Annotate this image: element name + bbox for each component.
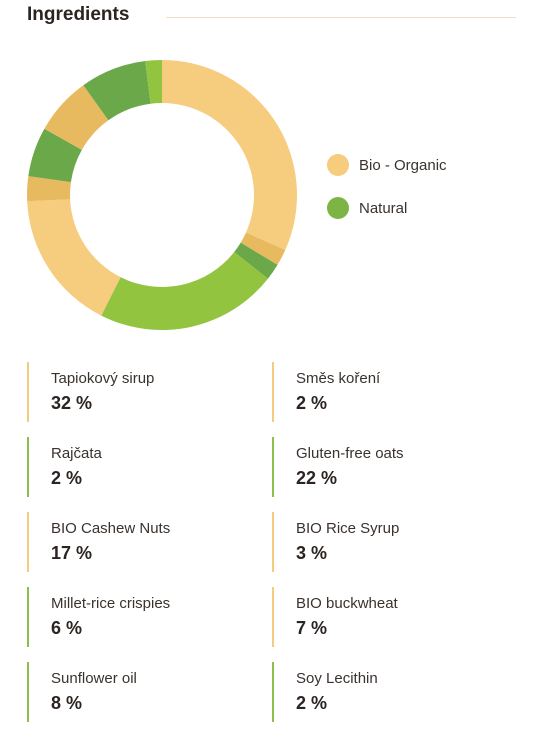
ingredient-percent: 17 %	[51, 543, 93, 563]
ingredient-percent: 3 %	[296, 543, 328, 563]
ingredient-percent: 22 %	[296, 468, 338, 488]
ingredient-list: Tapiokový sirup 32 % Směs koření 2 % Raj…	[27, 362, 517, 722]
ingredient-item: Gluten-free oats 22 %	[272, 437, 517, 497]
ingredient-item: Sunflower oil 8 %	[27, 662, 272, 722]
ingredient-name: Sunflower oil	[51, 670, 137, 687]
ingredient-name: Gluten-free oats	[296, 445, 404, 462]
ingredient-item: Millet-rice crispies 6 %	[27, 587, 272, 647]
chart-legend: Bio - Organic Natural	[327, 150, 447, 236]
ingredient-item: Směs koření 2 %	[272, 362, 517, 422]
legend-label: Bio - Organic	[359, 156, 447, 174]
ingredient-name: Millet-rice crispies	[51, 595, 171, 612]
donut-slice[interactable]	[145, 60, 162, 104]
page-title: Ingredients	[27, 4, 130, 25]
ingredient-percent: 6 %	[51, 618, 83, 638]
ingredient-percent: 32 %	[51, 393, 93, 413]
ingredient-percent: 2 %	[296, 393, 328, 413]
legend-item-natural[interactable]: Natural	[327, 193, 447, 223]
donut-slice[interactable]	[234, 242, 278, 279]
legend-label: Natural	[359, 199, 408, 217]
donut-slice[interactable]	[27, 176, 71, 202]
ingredients-donut-chart	[27, 60, 297, 331]
donut-slice[interactable]	[240, 232, 286, 265]
ingredient-item: BIO Rice Syrup 3 %	[272, 512, 517, 572]
ingredient-name: BIO Cashew Nuts	[51, 520, 171, 537]
ingredient-name: Soy Lecithin	[296, 670, 378, 687]
donut-slice[interactable]	[101, 252, 268, 331]
ingredient-percent: 2 %	[51, 468, 83, 488]
ingredient-item: Tapiokový sirup 32 %	[27, 362, 272, 422]
ingredient-name: Směs koření	[296, 370, 381, 387]
natural-dot-icon	[327, 197, 349, 219]
ingredient-item: BIO buckwheat 7 %	[272, 587, 517, 647]
ingredient-name: BIO Rice Syrup	[296, 520, 400, 537]
ingredient-name: Tapiokový sirup	[51, 370, 155, 387]
donut-slice[interactable]	[28, 128, 82, 183]
donut-slice[interactable]	[44, 85, 109, 150]
ingredient-percent: 7 %	[296, 618, 328, 638]
ingredient-name: Rajčata	[51, 445, 102, 462]
ingredient-percent: 2 %	[296, 693, 328, 713]
organic-dot-icon	[327, 154, 349, 176]
ingredient-item: Soy Lecithin 2 %	[272, 662, 517, 722]
ingredient-percent: 8 %	[51, 693, 83, 713]
legend-item-organic[interactable]: Bio - Organic	[327, 150, 447, 180]
donut-slice[interactable]	[27, 199, 121, 316]
ingredient-name: BIO buckwheat	[296, 595, 398, 612]
ingredient-item: BIO Cashew Nuts 17 %	[27, 512, 272, 572]
ingredient-item: Rajčata 2 %	[27, 437, 272, 497]
title-divider	[166, 17, 516, 18]
donut-slice[interactable]	[162, 60, 297, 251]
donut-slice[interactable]	[83, 61, 151, 121]
